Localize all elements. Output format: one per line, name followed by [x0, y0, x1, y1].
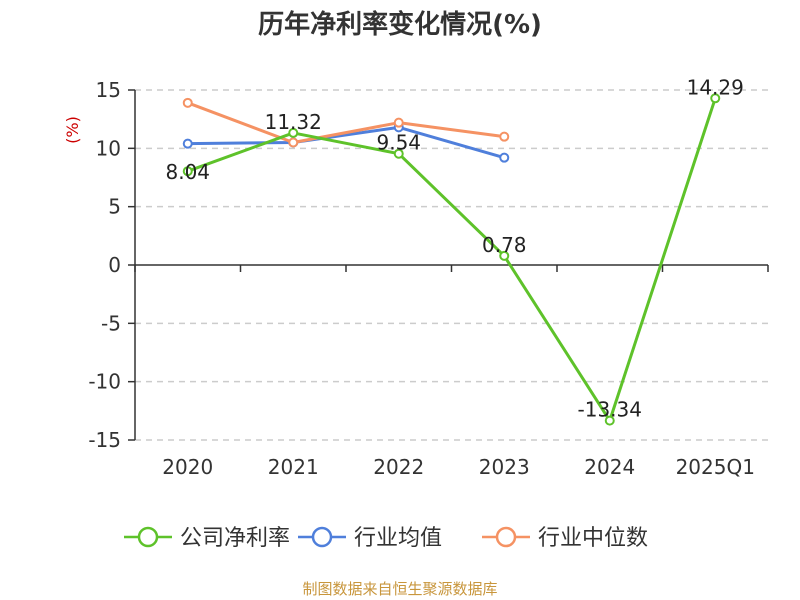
x-tick-label: 2020 [162, 455, 213, 479]
y-axis-label: (%) [63, 116, 82, 144]
x-tick-label: 2025Q1 [676, 455, 755, 479]
y-tick-label: 15 [96, 78, 121, 102]
x-tick-label: 2023 [479, 455, 530, 479]
x-tick-label: 2022 [373, 455, 424, 479]
x-tick-label: 2024 [584, 455, 635, 479]
data-label: 14.29 [687, 75, 744, 99]
x-tick-label: 2021 [268, 455, 319, 479]
y-tick-label: 10 [96, 136, 121, 160]
legend-label: 公司净利率 [180, 526, 290, 551]
data-source-note: 制图数据来自恒生聚源数据库 [302, 580, 498, 598]
series-line-industry_median [187, 101, 505, 144]
y-tick-label: -10 [88, 370, 121, 394]
data-point-industry_median [499, 131, 510, 142]
legend-marker-industry_median [495, 526, 517, 548]
legend-marker-company [137, 526, 159, 548]
legend-label: 行业中位数 [538, 526, 648, 551]
y-tick-label: 0 [108, 253, 121, 277]
data-point-company [182, 166, 193, 177]
data-point-company [710, 93, 721, 104]
data-point-company [499, 250, 510, 261]
legend-label: 行业均值 [354, 526, 442, 551]
series-line-company [187, 97, 717, 423]
data-point-company [288, 127, 299, 138]
data-point-industry_median [182, 97, 193, 108]
data-point-company [393, 148, 404, 159]
data-point-industry_median [393, 117, 404, 128]
chart-title: 历年净利率变化情况(%) [258, 10, 542, 40]
data-point-company [604, 415, 615, 426]
data-point-industry_avg [182, 138, 193, 149]
data-label: 8.04 [165, 160, 210, 184]
data-label: 11.32 [265, 110, 322, 134]
data-label: 9.54 [376, 131, 421, 155]
y-tick-label: -5 [101, 311, 121, 335]
data-label: -13.34 [578, 398, 642, 422]
data-label: 0.78 [482, 233, 527, 257]
data-point-industry_median [288, 137, 299, 148]
data-point-industry_avg [499, 152, 510, 163]
series-line-industry_avg [187, 125, 505, 160]
legend-marker-industry_avg [311, 526, 333, 548]
y-tick-label: -15 [88, 428, 121, 452]
y-tick-label: 5 [108, 195, 121, 219]
